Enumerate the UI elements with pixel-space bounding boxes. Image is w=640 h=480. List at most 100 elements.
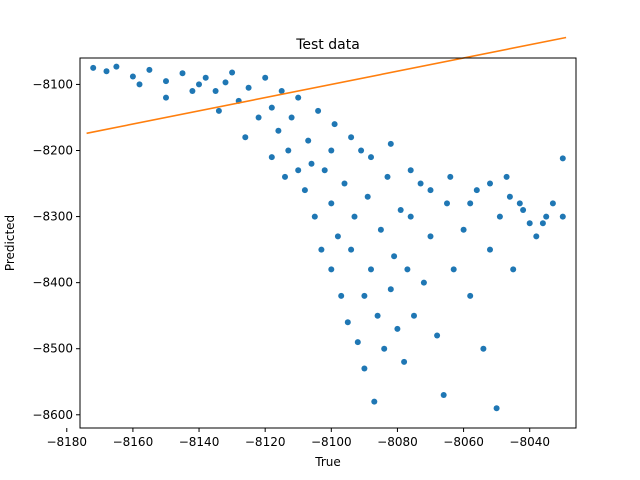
data-point-18	[278, 88, 285, 94]
data-point-15	[262, 74, 269, 81]
data-point-92	[407, 167, 414, 174]
x-tick-label: −8060	[443, 435, 484, 449]
data-point-86	[282, 173, 288, 180]
data-point-98	[520, 207, 527, 213]
data-point-54	[404, 266, 411, 273]
data-point-62	[444, 200, 450, 207]
data-point-85	[268, 154, 275, 161]
data-point-21	[295, 167, 302, 174]
data-point-84	[242, 134, 249, 141]
data-point-59	[427, 233, 434, 240]
data-point-40	[361, 292, 368, 299]
x-tick-label: −8100	[311, 435, 352, 449]
data-point-5	[163, 78, 169, 85]
data-point-6	[179, 70, 186, 77]
data-point-64	[460, 226, 467, 233]
data-point-23	[301, 187, 308, 194]
data-point-38	[354, 339, 361, 346]
scatter-points	[90, 63, 566, 412]
data-point-65	[467, 292, 474, 299]
data-point-42	[364, 193, 371, 200]
data-point-78	[559, 155, 566, 162]
data-point-36	[348, 246, 355, 253]
data-point-81	[163, 94, 169, 101]
data-point-13	[245, 84, 252, 91]
data-point-47	[381, 345, 388, 352]
data-point-29	[328, 200, 335, 207]
y-tick-label: −8100	[32, 77, 73, 91]
data-point-94	[447, 173, 454, 180]
data-point-1	[103, 68, 110, 75]
data-point-25	[311, 213, 318, 220]
data-point-57	[417, 180, 424, 187]
data-point-83	[215, 107, 222, 114]
x-axis-ticks: −8180 −8160 −8140 −8120 −8100 −8080 −8060 −8040	[46, 428, 550, 449]
data-point-67	[480, 345, 487, 352]
data-point-43	[368, 266, 374, 273]
y-tick-label: −8300	[32, 210, 73, 224]
data-point-66	[473, 187, 480, 194]
data-point-32	[334, 233, 341, 240]
x-tick-label: −8040	[509, 435, 550, 449]
data-point-79	[559, 213, 566, 220]
data-point-14	[255, 114, 262, 121]
data-point-87	[308, 160, 315, 167]
data-point-26	[315, 107, 322, 114]
data-point-68	[487, 246, 493, 253]
data-point-27	[318, 246, 325, 253]
identity-line	[86, 36, 567, 135]
data-point-72	[510, 266, 517, 273]
data-point-63	[450, 266, 457, 273]
data-point-93	[427, 187, 434, 194]
data-point-17	[275, 127, 282, 134]
data-point-3	[129, 73, 136, 80]
data-point-90	[368, 154, 374, 161]
x-tick-label: −8080	[377, 435, 418, 449]
data-point-4	[146, 66, 153, 73]
data-point-7	[196, 81, 202, 88]
data-point-28	[321, 167, 328, 174]
data-point-20	[288, 114, 295, 121]
y-tick-label: −8400	[32, 276, 73, 290]
data-point-35	[344, 319, 351, 326]
data-point-95	[467, 200, 474, 207]
data-point-33	[338, 292, 345, 299]
data-point-82	[189, 88, 196, 94]
y-axis-label: Predicted	[3, 215, 17, 271]
data-point-34	[341, 180, 348, 187]
data-point-73	[516, 200, 523, 207]
data-point-0	[90, 64, 97, 71]
data-point-97	[506, 193, 513, 200]
data-point-50	[391, 253, 398, 260]
data-point-19	[285, 147, 292, 154]
data-point-53	[401, 358, 408, 365]
data-point-10	[222, 79, 229, 86]
data-point-70	[496, 213, 503, 220]
data-point-91	[387, 140, 394, 147]
data-point-96	[487, 180, 493, 187]
y-tick-label: −8600	[32, 408, 73, 422]
data-point-30	[328, 266, 335, 273]
y-tick-label: −8500	[32, 342, 73, 356]
data-point-37	[351, 213, 358, 220]
data-point-48	[384, 173, 391, 180]
data-point-75	[533, 233, 540, 240]
x-axis-label: True	[314, 455, 341, 469]
data-point-2	[113, 63, 120, 70]
data-point-31	[331, 121, 338, 128]
x-tick-label: −8160	[113, 435, 154, 449]
data-point-49	[387, 286, 394, 293]
x-tick-label: −8120	[245, 435, 286, 449]
data-point-45	[374, 312, 381, 319]
data-point-76	[543, 213, 550, 220]
data-point-88	[328, 147, 335, 154]
data-point-41	[361, 365, 368, 372]
data-point-11	[229, 69, 236, 76]
data-point-80	[136, 81, 143, 88]
data-point-74	[526, 220, 533, 227]
data-point-9	[212, 88, 219, 94]
data-point-60	[434, 332, 441, 339]
data-point-61	[440, 392, 447, 398]
data-point-16	[268, 104, 275, 111]
